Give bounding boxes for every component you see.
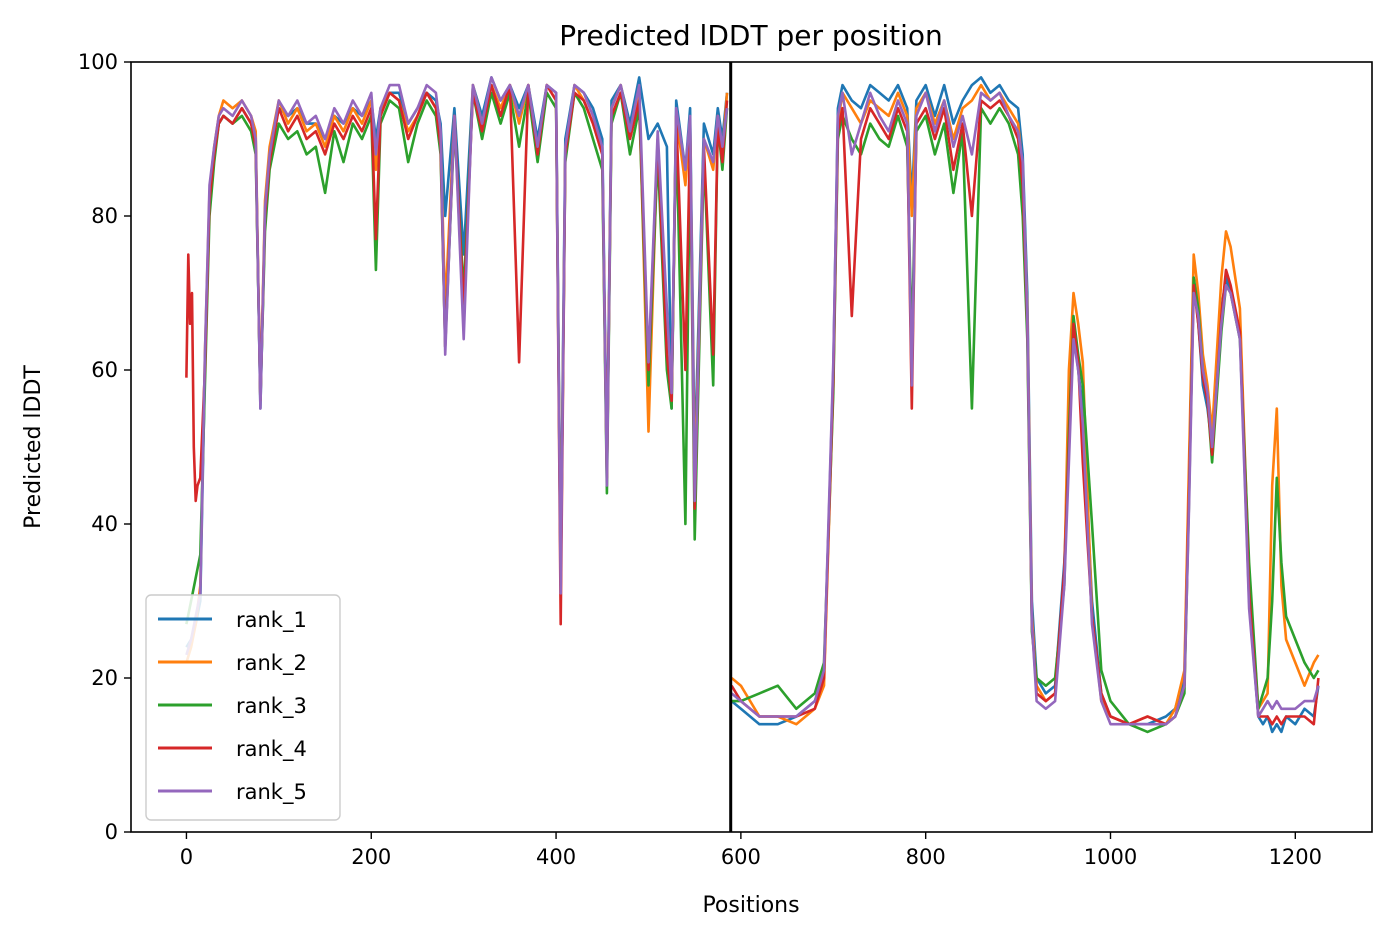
legend: rank_1 rank_2 rank_3 rank_4 rank_5 <box>146 595 340 820</box>
legend-label-rank_2: rank_2 <box>236 651 307 676</box>
x-tick-label: 600 <box>721 845 761 869</box>
legend-label-rank_4: rank_4 <box>236 737 307 762</box>
x-axis-label: Positions <box>702 893 799 918</box>
lddt-line-chart: Predicted lDDT per position Positions Pr… <box>0 0 1391 939</box>
y-tick-label: 40 <box>91 512 118 536</box>
x-tick-label: 1000 <box>1084 845 1137 869</box>
legend-label-rank_5: rank_5 <box>236 780 307 805</box>
y-axis: 0 20 40 60 80 100 <box>78 50 131 844</box>
y-axis-label: Predicted lDDT <box>21 365 46 529</box>
series-line-rank_1 <box>186 77 1318 732</box>
legend-label-rank_3: rank_3 <box>236 694 307 719</box>
y-tick-label: 100 <box>78 50 118 74</box>
x-tick-label: 800 <box>906 845 946 869</box>
series-line-rank_2 <box>186 85 1318 724</box>
series-layer <box>186 77 1318 732</box>
x-tick-label: 0 <box>180 845 193 869</box>
x-tick-label: 1200 <box>1269 845 1322 869</box>
x-tick-label: 200 <box>351 845 391 869</box>
series-line-rank_3 <box>186 93 1318 732</box>
series-line-rank_5 <box>186 77 1318 724</box>
x-tick-label: 400 <box>536 845 576 869</box>
chart-title: Predicted lDDT per position <box>559 19 943 52</box>
y-tick-label: 0 <box>105 820 118 844</box>
x-axis: 0 200 400 600 800 1000 1200 <box>180 832 1322 869</box>
series-line-rank_4 <box>186 85 1318 724</box>
y-tick-label: 20 <box>91 666 118 690</box>
y-tick-label: 60 <box>91 358 118 382</box>
legend-label-rank_1: rank_1 <box>236 608 307 633</box>
y-tick-label: 80 <box>91 204 118 228</box>
